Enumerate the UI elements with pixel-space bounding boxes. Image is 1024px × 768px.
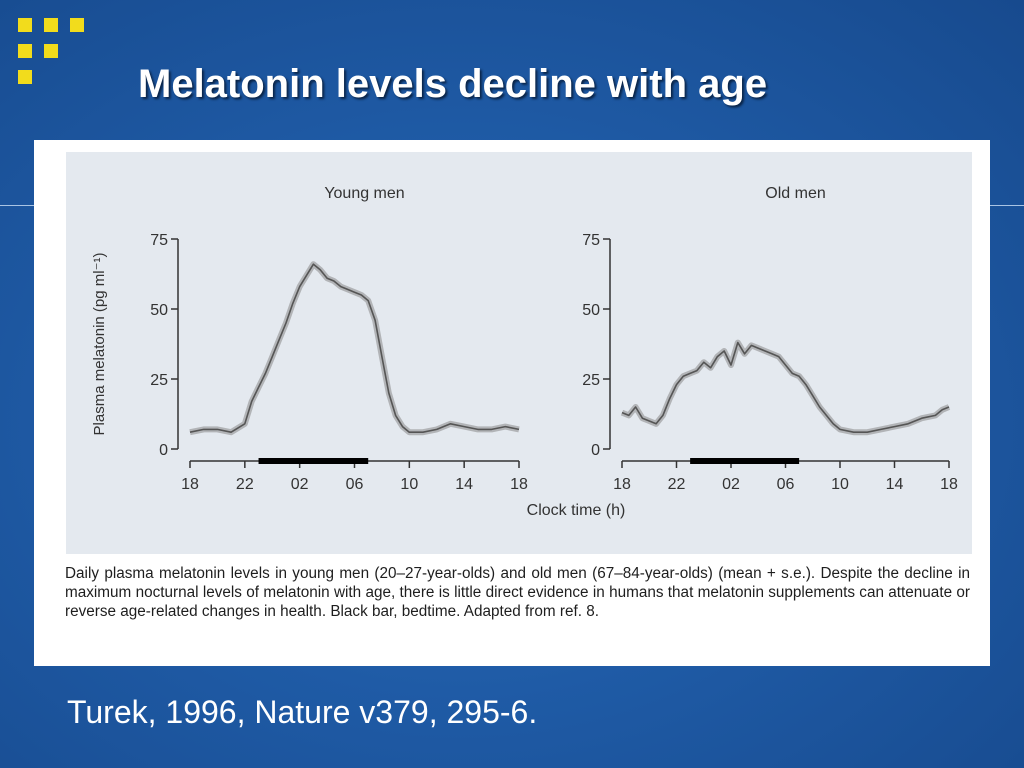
panel-1-y-tick-label: 25: [150, 372, 168, 389]
panel-1-series-line: [189, 263, 520, 434]
deco-square-3: [70, 18, 84, 32]
panel-2-x-tick-label: 22: [668, 476, 686, 493]
divider-line-left: [0, 205, 34, 206]
citation: Turek, 1996, Nature v379, 295-6.: [67, 694, 538, 730]
panel-2-y-tick-label: 50: [582, 302, 600, 319]
panel-1-x-tick-label: 22: [236, 476, 254, 493]
plot-background: [66, 152, 972, 554]
deco-square-1: [18, 18, 32, 32]
panel-2-y-tick-label: 75: [582, 232, 600, 249]
x-axis-label: Clock time (h): [527, 502, 626, 519]
panel-1-title: Young men: [324, 185, 404, 202]
panel-2-y-tick-label: 0: [591, 442, 600, 459]
panel-1-x-tick-label: 14: [455, 476, 473, 493]
panel-2-x-tick-label: 18: [613, 476, 631, 493]
panel-1-y-tick-label: 0: [159, 442, 168, 459]
panel-2-x-tick-label: 18: [940, 476, 958, 493]
y-axis-label: Plasma melatonin (pg ml⁻¹): [91, 253, 108, 436]
panel-1-x-tick-label: 18: [181, 476, 199, 493]
figure-panel: Plasma melatonin (pg ml⁻¹) Clock time (h)…: [34, 140, 990, 666]
panel-1-bedtime-bar: [258, 458, 369, 464]
panel-2-x-tick-label: 14: [886, 476, 904, 493]
panel-2-x-tick-label: 10: [831, 476, 849, 493]
slide-title: Melatonin levels decline with age: [138, 62, 768, 106]
figure-caption: Daily plasma melatonin levels in young m…: [65, 565, 970, 620]
deco-square-5: [44, 44, 58, 58]
deco-square-2: [44, 18, 58, 32]
panel-2-x-tick-label: 02: [722, 476, 740, 493]
panel-1-x-tick-label: 18: [510, 476, 528, 493]
panel-1-x-tick-label: 02: [291, 476, 309, 493]
panel-2-x-tick-label: 06: [777, 476, 795, 493]
deco-square-4: [18, 44, 32, 58]
panel-1-y-tick-label: 50: [150, 302, 168, 319]
panel-1-x-tick-label: 06: [346, 476, 364, 493]
panel-2-y-tick-label: 25: [582, 372, 600, 389]
panel-1-x-tick-label: 10: [400, 476, 418, 493]
divider-line-right: [990, 205, 1024, 206]
panel-2-series-line: [621, 341, 950, 434]
panel-2-title: Old men: [765, 185, 825, 202]
deco-square-6: [18, 70, 32, 84]
panel-1-y-tick-label: 75: [150, 232, 168, 249]
panel-2-bedtime-bar: [690, 458, 800, 464]
melatonin-chart: Plasma melatonin (pg ml⁻¹) Clock time (h)…: [66, 152, 972, 554]
